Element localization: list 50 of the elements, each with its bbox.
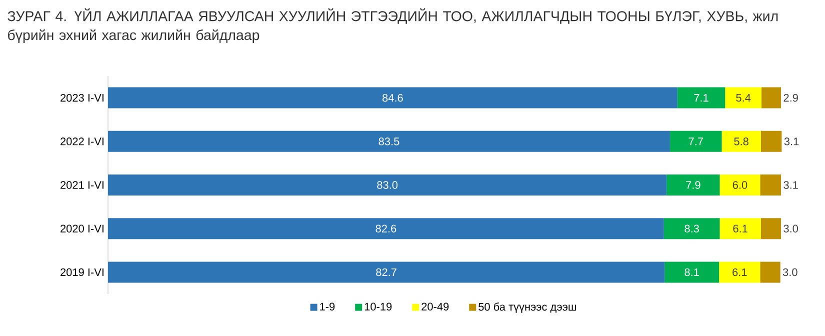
data-label: 82.6 <box>376 224 396 232</box>
data-label: 8.3 <box>684 224 699 232</box>
y-tick-label: 2019 I-VI <box>60 268 104 276</box>
bar <box>720 174 760 196</box>
data-label: 7.1 <box>694 94 708 102</box>
bar <box>719 262 760 283</box>
bar <box>720 218 761 240</box>
bar <box>670 130 722 152</box>
data-label: 83.5 <box>378 138 400 146</box>
data-label: 82.7 <box>376 268 396 276</box>
y-tick-label: 2023 I-VI <box>60 94 104 102</box>
bar <box>760 262 780 283</box>
bar <box>677 87 726 108</box>
data-label: 2.9 <box>784 94 798 102</box>
data-label: 5.4 <box>736 94 751 102</box>
data-label: 3.1 <box>784 181 798 189</box>
bar <box>108 218 664 240</box>
bar <box>108 130 670 152</box>
legend-label: 1-9 <box>320 302 335 310</box>
bar <box>666 174 720 196</box>
y-tick-label: 2022 I-VI <box>60 138 104 146</box>
bar <box>760 174 782 196</box>
bar <box>760 130 782 152</box>
bar <box>108 87 678 108</box>
bar <box>761 87 782 108</box>
legend-label: 50 ба түүнээс дээш <box>478 302 576 313</box>
legend-label: 10-19 <box>364 302 392 310</box>
data-label: 8.1 <box>684 268 699 276</box>
data-label: 7.7 <box>688 138 703 146</box>
legend-label: 20-49 <box>422 302 449 310</box>
data-label: 3.0 <box>782 268 798 276</box>
data-label: 6.1 <box>732 268 747 276</box>
bar <box>722 130 761 152</box>
bar <box>664 218 720 240</box>
chart-title: ЗУРАГ 4. ҮЙЛ АЖИЛЛАГАА ЯВУУЛСАН ХУУЛИЙН ЭТГЭЭДИЙН ТОО, АЖИЛЛАГЧДЫН ТООНЫ БҮЛЭГ, ХУВЬ, жил бүрийн эхний хагас жилийн байдлаар <box>8 8 778 43</box>
data-label: 7.9 <box>686 181 700 189</box>
bar <box>108 262 665 283</box>
data-label: 6.0 <box>732 181 748 189</box>
y-tick-label: 2021 I-VI <box>60 181 104 189</box>
y-tick-label: 2020 I-VI <box>60 224 104 232</box>
data-label: 84.6 <box>382 94 403 102</box>
data-label: 3.1 <box>784 138 799 146</box>
data-label: 5.8 <box>734 138 748 146</box>
bar <box>760 218 782 240</box>
bar <box>108 174 667 196</box>
data-label: 6.1 <box>733 224 748 232</box>
bar <box>725 87 762 108</box>
data-label: 83.0 <box>377 181 398 189</box>
bar <box>664 262 720 283</box>
data-label: 3.0 <box>784 224 798 232</box>
